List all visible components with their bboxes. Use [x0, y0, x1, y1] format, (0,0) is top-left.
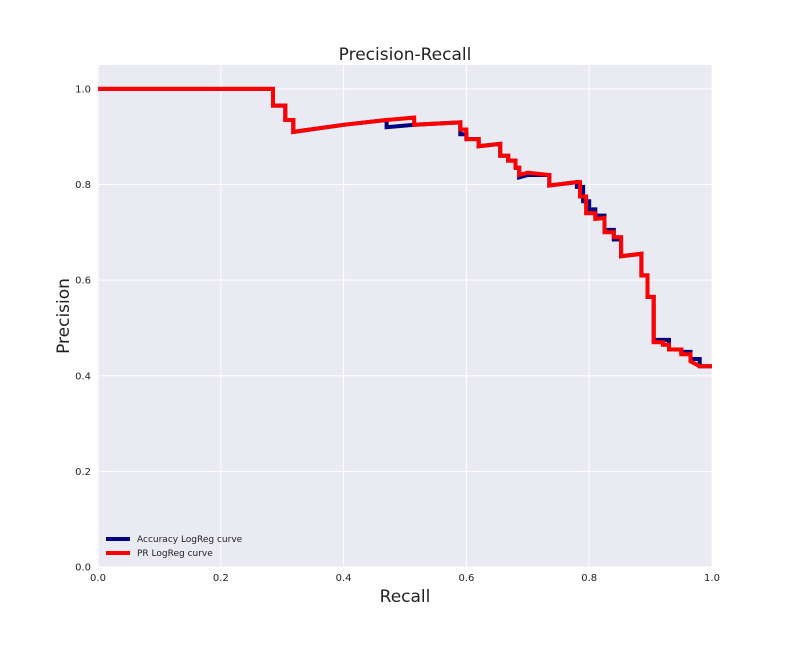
x-tick-label: 0.4	[336, 573, 352, 584]
x-tick-labels: 0.0 0.2 0.4 0.6 0.8 1.0	[90, 573, 720, 584]
y-tick-label: 0.0	[75, 563, 91, 574]
x-axis-label: Recall	[380, 587, 431, 607]
y-tick-label: 0.6	[75, 276, 91, 287]
legend-label-pr: PR LogReg curve	[137, 549, 213, 559]
y-axis-label: Precision	[54, 278, 74, 354]
x-tick-label: 0.2	[213, 573, 229, 584]
y-tick-label: 1.0	[75, 84, 91, 95]
y-tick-label: 0.8	[75, 180, 91, 191]
y-tick-labels: 0.0 0.2 0.4 0.6 0.8 1.0	[75, 84, 91, 573]
y-tick-label: 0.2	[75, 467, 91, 478]
series-lines	[98, 86, 712, 369]
legend: Accuracy LogReg curve PR LogReg curve	[106, 535, 243, 559]
y-tick-label: 0.4	[75, 371, 91, 382]
legend-label-accuracy: Accuracy LogReg curve	[137, 535, 243, 545]
x-tick-label: 0.0	[90, 573, 106, 584]
plot-background	[98, 65, 712, 567]
series-line-pr	[98, 86, 712, 369]
x-tick-label: 0.6	[458, 573, 474, 584]
x-tick-label: 1.0	[704, 573, 720, 584]
x-tick-label: 0.8	[581, 573, 597, 584]
chart-title: Precision-Recall	[339, 45, 472, 65]
